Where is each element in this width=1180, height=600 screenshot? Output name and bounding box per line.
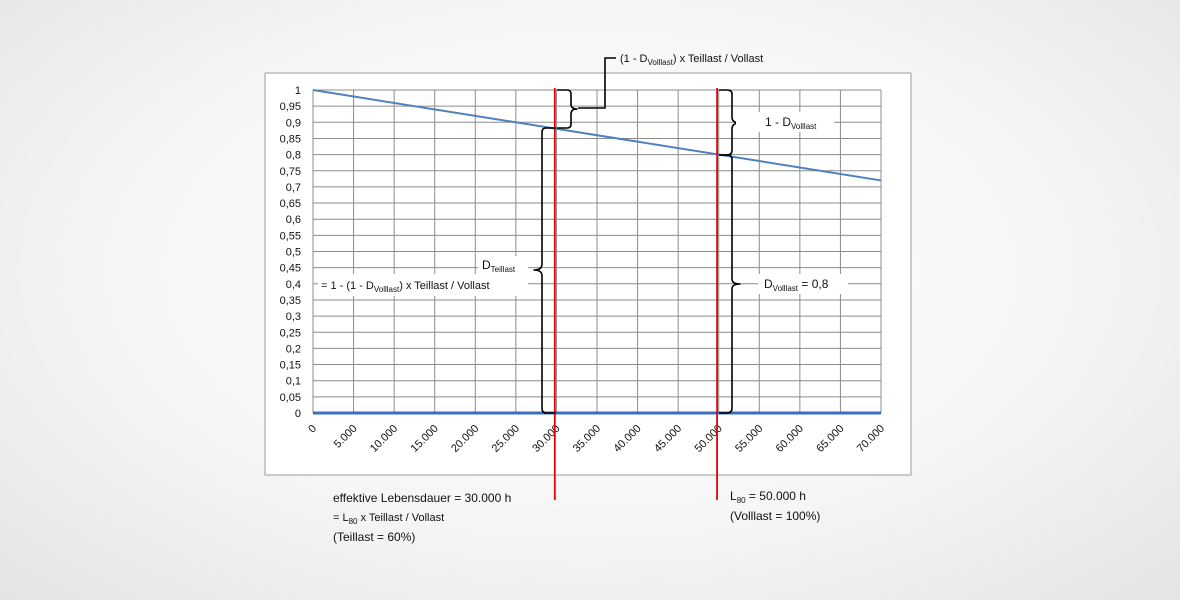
y-tick-label: 0,65 [280,198,301,210]
y-tick-label: 1 [295,85,301,97]
y-tick-label: 0,85 [280,133,301,145]
y-axis-ticks: 0 0,05 0,1 0,15 0,2 0,25 0,3 0,35 0,4 0,45 0,5 0,55… [280,85,301,420]
y-tick-label: 0,3 [286,311,301,323]
y-tick-label: 0,25 [280,327,301,339]
y-tick-label: 0,1 [286,376,301,388]
bracket-volllast-bottom [719,154,741,414]
grid [312,89,882,414]
caption-l80: L80 = 50.000 h [730,489,806,505]
y-tick-label: 0,45 [280,263,301,275]
caption-teillast: (Teillast = 60%) [333,530,415,544]
caption-effective-lifetime: effektive Lebensdauer = 30.000 h [333,491,511,505]
annotation-formula: = 1 - (1 - DVolllast) x Teillast / Volla… [321,280,490,294]
y-tick-label: 0,75 [280,166,301,178]
y-tick-label: 0 [295,408,301,420]
y-tick-label: 0,15 [280,360,301,372]
y-tick-label: 0,05 [280,392,301,404]
y-tick-label: 0,2 [286,343,301,355]
y-tick-label: 0,4 [286,279,301,291]
series-group [312,88,882,500]
y-tick-label: 0,9 [286,117,301,129]
y-tick-label: 0,55 [280,230,301,242]
y-tick-label: 0,8 [286,150,301,162]
leader-top [578,57,616,109]
annotation-top: (1 - DVolllast) x Teillast / Vollast [620,53,763,67]
y-tick-label: 0,95 [280,101,301,113]
y-tick-label: 0,6 [286,214,301,226]
y-tick-label: 0,5 [286,247,301,259]
bracket-teillast [533,127,556,414]
series-line-degradation [312,89,882,182]
y-tick-label: 0,7 [286,182,301,194]
annotation-d-teillast: DTeillast [482,258,516,274]
caption-effective-formula: = L80 x Teillast / Vollast [333,512,444,526]
caption-volllast: (Volllast = 100%) [730,509,820,523]
y-tick-label: 0,35 [280,295,301,307]
bracket-top-left [557,89,578,129]
annotation-one-minus-d: 1 - DVolllast [765,115,817,131]
annotation-d-volllast: DVolllast = 0,8 [764,277,829,293]
